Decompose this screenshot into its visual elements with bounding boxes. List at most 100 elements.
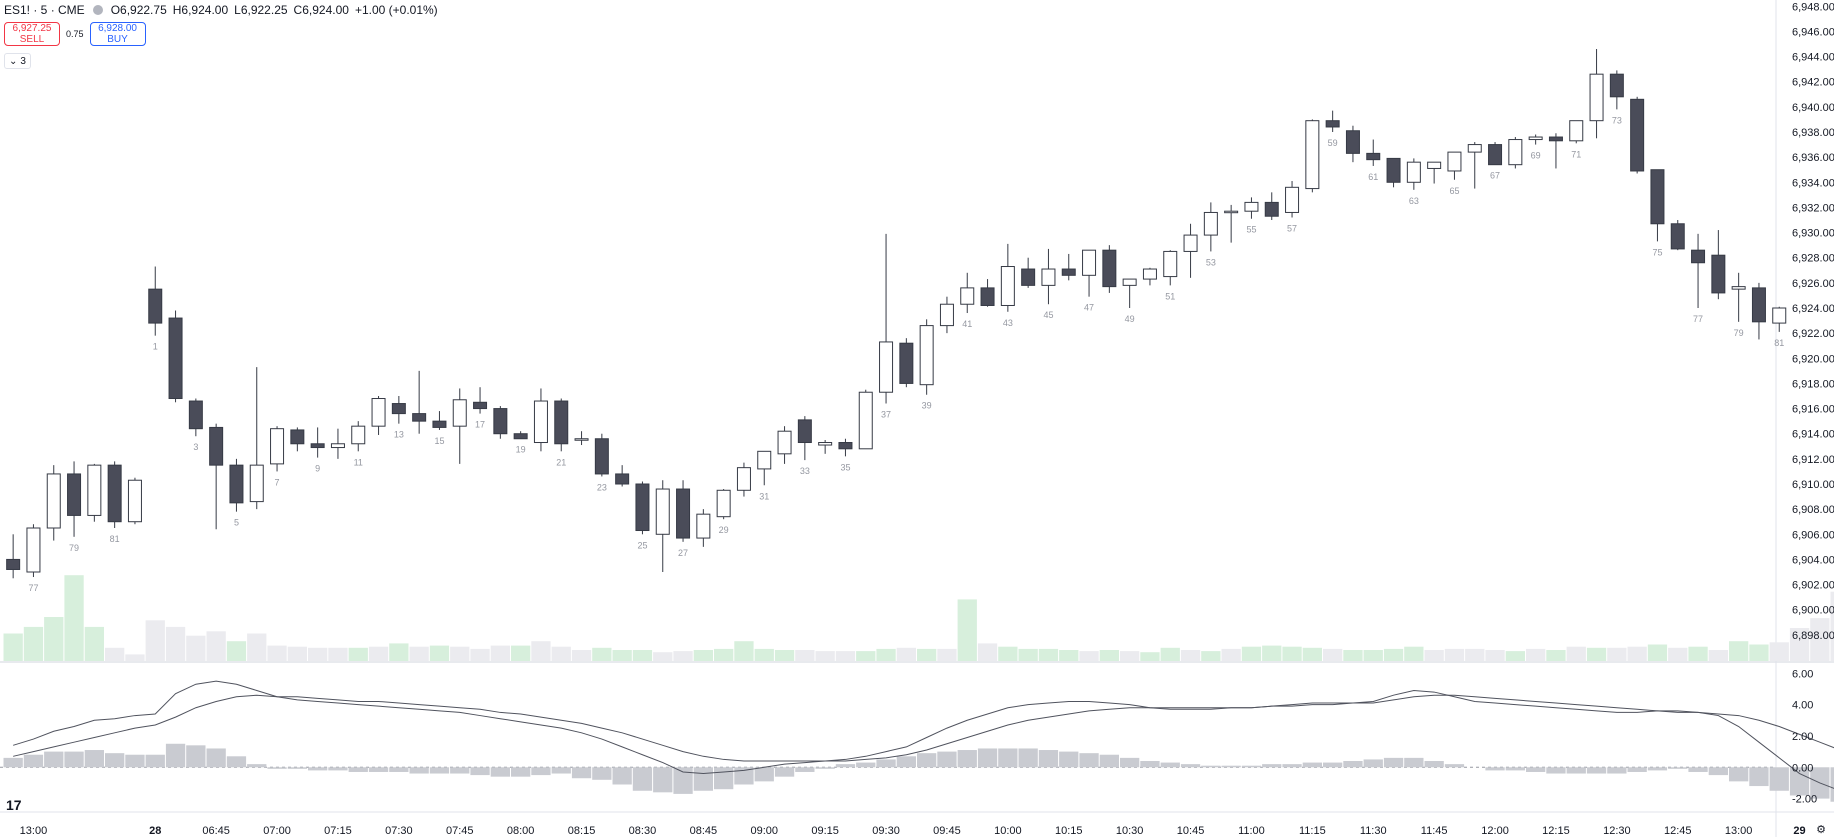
candle-body — [148, 288, 163, 324]
volume-bar — [571, 650, 592, 661]
candle-body — [1427, 161, 1442, 169]
candle-body — [1000, 266, 1015, 306]
macd-histogram-bar — [1241, 765, 1262, 768]
candle — [1183, 223, 1198, 278]
time-axis-label: 08:15 — [568, 825, 596, 837]
macd-histogram-bar — [1546, 767, 1566, 774]
bar-number-label: 59 — [1328, 138, 1338, 148]
macd-histogram-bar — [551, 767, 571, 774]
volume-bar — [917, 648, 937, 661]
candle-body — [270, 428, 285, 465]
symbol-header: ES1! · 5 · CME O6,922.75 H6,924.00 L6,92… — [4, 3, 438, 17]
candle — [757, 450, 772, 486]
candle-body — [330, 443, 345, 449]
buy-button[interactable]: 6,928.00 BUY — [89, 22, 146, 46]
volume-bar — [1201, 651, 1221, 661]
bar-number-label: 77 — [1693, 314, 1703, 324]
price-axis-label: 6,908.00 — [1792, 504, 1834, 516]
candle-body — [1528, 136, 1543, 141]
candle-body — [960, 287, 975, 305]
volume-bar — [23, 626, 44, 661]
candle-body — [1467, 144, 1482, 153]
signal-line — [13, 694, 1834, 762]
macd-histogram-bar — [774, 767, 795, 777]
candle — [1569, 120, 1584, 144]
chevron-down-icon: ⌄ — [9, 55, 18, 67]
sell-button[interactable]: 6,927.25 SELL — [4, 22, 60, 46]
indicators-toggle-button[interactable]: ⌄ 3 — [4, 53, 31, 69]
macd-histogram-bar — [368, 767, 389, 772]
volume-bar — [1120, 651, 1140, 661]
price-axis-label: 6,924.00 — [1792, 303, 1834, 315]
price-axis-label: 6,914.00 — [1792, 429, 1834, 441]
candle-body — [209, 426, 224, 466]
bar-number-label: 63 — [1409, 196, 1419, 206]
price-axis-label: 6,934.00 — [1792, 177, 1834, 189]
candle — [249, 367, 264, 510]
macd-histogram-bar — [1018, 748, 1038, 768]
bar-number-label: 61 — [1368, 172, 1378, 182]
bar-number-label: 67 — [1490, 171, 1500, 181]
bar-number-label: 69 — [1531, 151, 1541, 161]
candle — [351, 421, 366, 452]
candle-body — [1569, 120, 1584, 142]
macd-axis-label: -2.00 — [1792, 794, 1817, 806]
volume-bar — [876, 648, 896, 661]
tradingview-logo-icon[interactable]: 17 — [6, 797, 22, 813]
candle — [1508, 137, 1523, 169]
volume-bar — [1566, 646, 1586, 661]
time-axis-label: 11:00 — [1238, 825, 1265, 837]
gear-icon[interactable]: ⚙ — [1816, 824, 1826, 836]
symbol-title[interactable]: ES1! · 5 · CME — [4, 3, 85, 17]
candle — [1000, 243, 1015, 312]
macd-histogram-bar — [1586, 767, 1607, 774]
macd-histogram-bar — [977, 748, 998, 768]
volume-bar — [653, 652, 673, 661]
candle — [310, 427, 325, 458]
volume-bar — [1241, 646, 1262, 661]
macd-histogram-bar — [673, 767, 693, 794]
bar-number-label: 57 — [1287, 223, 1297, 233]
candle-body — [1122, 278, 1137, 286]
macd-histogram-bar — [105, 753, 125, 768]
volume-bar — [714, 648, 734, 661]
macd-histogram-bar — [1302, 762, 1322, 768]
macd-histogram-bar — [409, 767, 429, 774]
candle-body — [351, 425, 366, 445]
macd-histogram-bar — [937, 751, 957, 768]
candle — [1406, 158, 1421, 190]
ohlc-close: C6,924.00 — [293, 3, 349, 17]
volume-bar — [937, 648, 957, 661]
candle-body — [818, 442, 833, 446]
macd-histogram-bar — [1668, 767, 1688, 769]
candle — [1366, 139, 1381, 166]
candle — [696, 509, 711, 547]
sell-label: SELL — [19, 34, 45, 45]
price-axis-label: 6,936.00 — [1792, 152, 1834, 164]
price-axis-label: 6,916.00 — [1792, 404, 1834, 416]
macd-histogram-bar — [632, 767, 653, 791]
ohlc-open: O6,922.75 — [110, 3, 167, 17]
macd-histogram-bar — [714, 767, 734, 790]
volume-bar — [673, 651, 693, 661]
bar-number-label: 21 — [556, 457, 566, 467]
candle — [1305, 119, 1320, 193]
candle — [676, 480, 691, 542]
macd-histogram-bar — [125, 754, 145, 768]
price-axis-label: 6,928.00 — [1792, 253, 1834, 265]
candle — [554, 398, 569, 452]
macd-histogram-bar — [571, 767, 592, 779]
candle-body — [676, 488, 691, 539]
bar-number-label: 17 — [475, 420, 485, 430]
macd-histogram-bar — [1485, 767, 1505, 771]
macd-axis-label: 0.00 — [1792, 762, 1813, 774]
volume-bar — [1302, 647, 1322, 661]
indicators-count: 3 — [20, 55, 26, 67]
macd-histogram-bar — [896, 756, 916, 768]
bar-number-label: 35 — [840, 462, 850, 472]
candle — [899, 338, 914, 388]
volume-bar — [774, 650, 795, 661]
volume-bar — [125, 654, 145, 661]
price-axis-label: 6,922.00 — [1792, 328, 1834, 340]
